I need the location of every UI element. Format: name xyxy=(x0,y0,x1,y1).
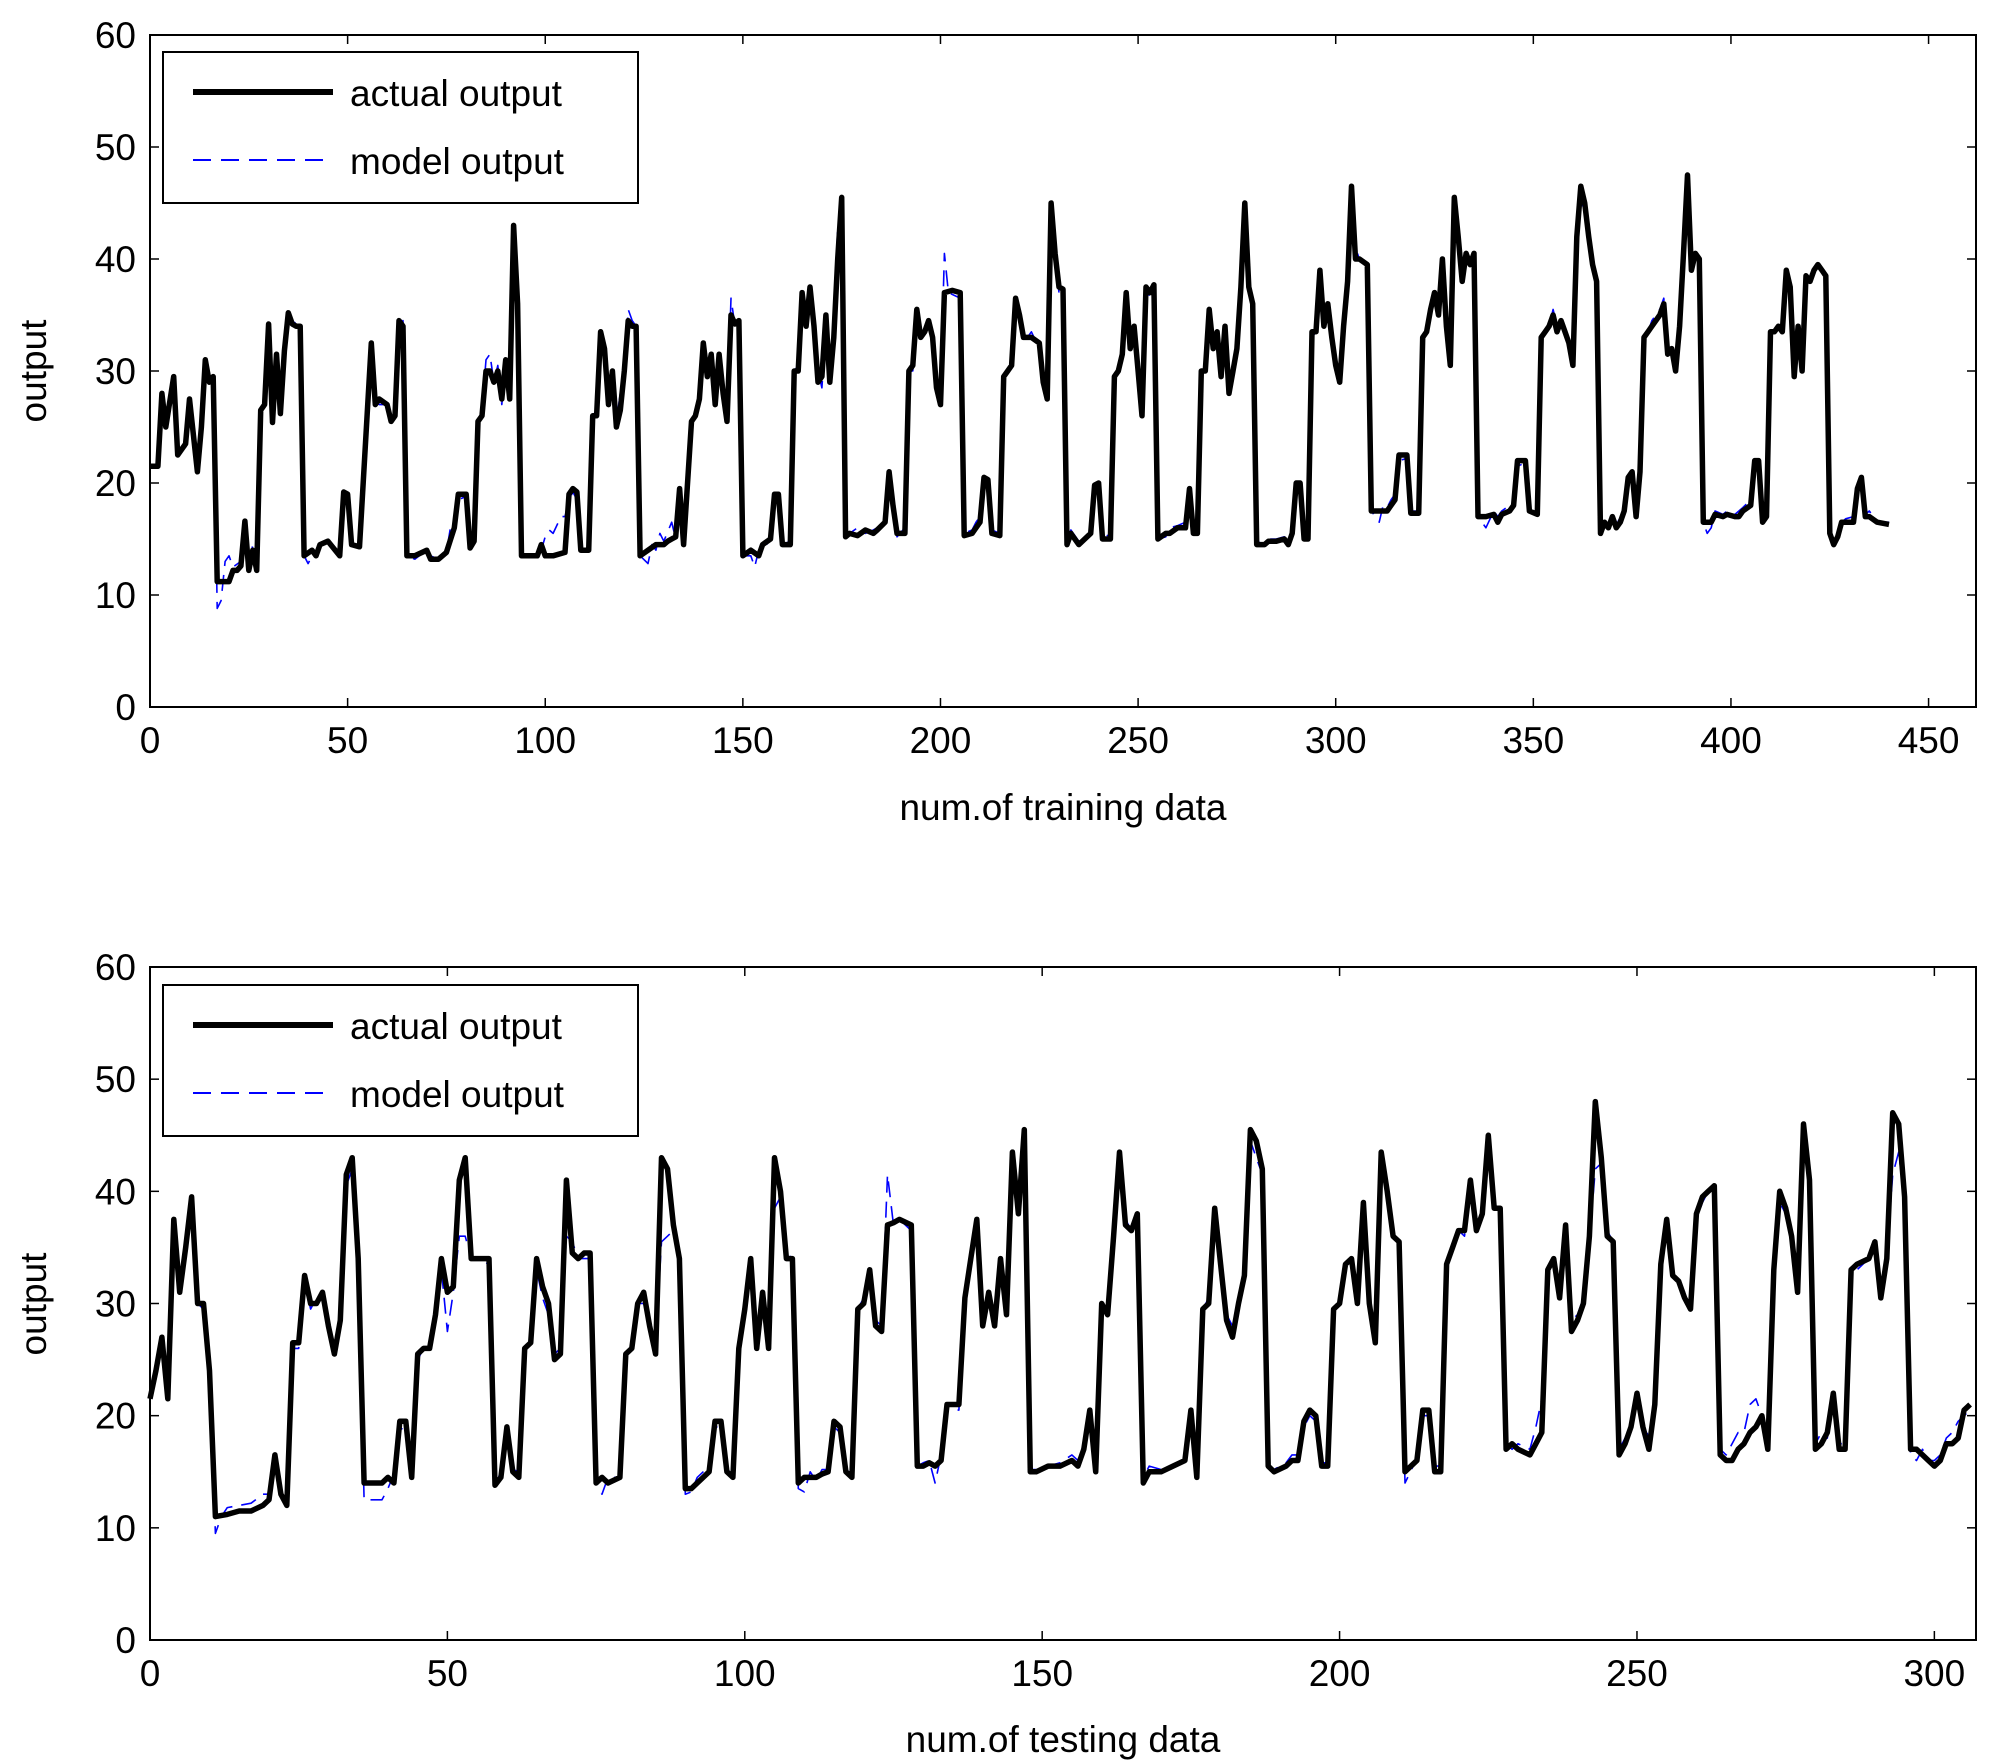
training-ticks: 0 50 100 150 200 250 300 350 400 450 0 10 20 30 40 50 60 xyxy=(95,15,1976,761)
testing-x-tick-label: 50 xyxy=(427,1653,468,1694)
training-legend: actual output model output xyxy=(162,51,639,204)
testing-y-tick-label: 20 xyxy=(95,1396,136,1437)
training-legend-model-label: model output xyxy=(350,141,565,182)
training-data-lines xyxy=(150,172,1890,610)
testing-legend-box xyxy=(162,984,639,1137)
training-x-tick-label: 400 xyxy=(1700,720,1762,761)
testing-data-lines xyxy=(147,1098,1972,1535)
testing-legend-actual-label: actual output xyxy=(350,1006,563,1047)
testing-legend-model-label: model output xyxy=(350,1074,565,1115)
testing-y-tick-label: 10 xyxy=(95,1508,136,1549)
training-y-tick-label: 40 xyxy=(95,239,136,280)
training-y-tick-label: 30 xyxy=(95,351,136,392)
testing-series-actual-output-line xyxy=(147,1098,1972,1520)
training-x-tick-label: 250 xyxy=(1107,720,1169,761)
training-x-tick-label: 100 xyxy=(514,720,576,761)
training-x-tick-label: 200 xyxy=(910,720,972,761)
testing-x-tick-label: 100 xyxy=(714,1653,776,1694)
training-series-actual-output-line xyxy=(150,172,1890,585)
training-y-tick-label: 50 xyxy=(95,127,136,168)
training-x-tick-label: 150 xyxy=(712,720,774,761)
training-y-tick-label: 60 xyxy=(95,15,136,56)
training-legend-actual-label: actual output xyxy=(350,73,563,114)
testing-y-tick-label: 50 xyxy=(95,1059,136,1100)
testing-y-tick-label: 60 xyxy=(95,947,136,988)
training-legend-box xyxy=(162,51,639,204)
testing-x-tick-label: 200 xyxy=(1309,1653,1371,1694)
testing-x-tick-label: 150 xyxy=(1011,1653,1073,1694)
training-x-tick-label: 350 xyxy=(1502,720,1564,761)
training-x-axis-label: num.of training data xyxy=(899,787,1226,828)
testing-ticks: 0 50 100 150 200 250 300 0 10 20 30 40 50 60 xyxy=(95,947,1976,1694)
testing-y-axis-label: output xyxy=(13,1252,54,1356)
testing-legend: actual output model output xyxy=(162,984,639,1137)
testing-x-tick-label: 300 xyxy=(1903,1653,1965,1694)
training-x-tick-label: 50 xyxy=(327,720,368,761)
training-y-tick-label: 20 xyxy=(95,463,136,504)
training-x-tick-label: 450 xyxy=(1898,720,1960,761)
training-y-axis-label: output xyxy=(13,319,54,423)
testing-y-tick-label: 40 xyxy=(95,1171,136,1212)
testing-x-tick-label: 0 xyxy=(140,1653,161,1694)
training-y-tick-label: 0 xyxy=(115,687,136,728)
testing-y-tick-label: 0 xyxy=(115,1620,136,1661)
training-x-tick-label: 300 xyxy=(1305,720,1367,761)
training-plot: 0 50 100 150 200 250 300 350 400 450 0 10 20 30 40 50 60… xyxy=(13,15,1977,828)
testing-plot: 0 50 100 150 200 250 300 0 10 20 30 40 50 60 num.of t… xyxy=(13,947,1977,1760)
training-x-tick-label: 0 xyxy=(140,720,161,761)
testing-y-tick-label: 30 xyxy=(95,1284,136,1325)
training-y-tick-label: 10 xyxy=(95,575,136,616)
testing-x-axis-label: num.of testing data xyxy=(906,1719,1221,1760)
testing-x-tick-label: 250 xyxy=(1606,1653,1668,1694)
